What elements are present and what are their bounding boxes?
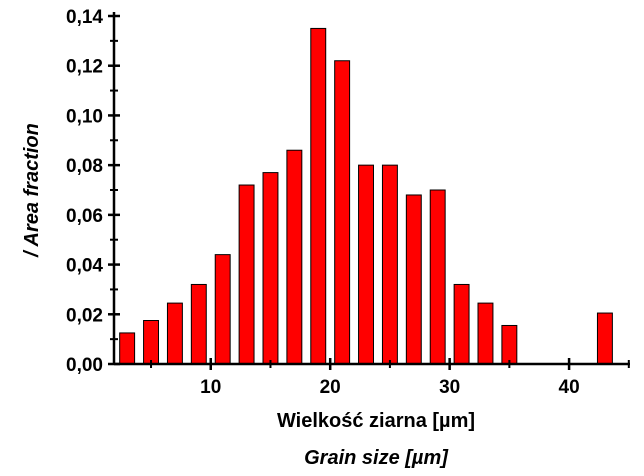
bar bbox=[286, 149, 303, 365]
bar bbox=[143, 320, 159, 365]
bar bbox=[166, 302, 183, 365]
bar bbox=[238, 184, 255, 365]
x-tick-label: 20 bbox=[320, 377, 341, 398]
y-tick-label: 0,00 bbox=[66, 355, 103, 376]
bar bbox=[596, 312, 613, 365]
x-tick-label: 10 bbox=[200, 377, 221, 398]
axes-group bbox=[108, 12, 630, 370]
bar bbox=[310, 27, 327, 365]
bars-group bbox=[119, 27, 613, 365]
x-axis-subtitle: Grain size [µm] bbox=[304, 447, 449, 469]
y-tick-label: 0,12 bbox=[66, 57, 103, 78]
bar bbox=[501, 324, 518, 365]
y-tick-label: 0,06 bbox=[66, 206, 103, 227]
bar bbox=[119, 332, 136, 365]
bar bbox=[358, 164, 374, 365]
bar bbox=[477, 302, 494, 365]
bar bbox=[214, 254, 231, 365]
y-tick-label: 0,14 bbox=[66, 7, 103, 28]
y-tick-labels: 0,00 0,02 0,04 0,06 0,08 0,10 0,12 0,14 bbox=[66, 7, 103, 376]
x-tick-label: 30 bbox=[439, 377, 460, 398]
bar bbox=[190, 283, 207, 365]
bar bbox=[262, 172, 279, 365]
bar bbox=[453, 283, 470, 365]
y-tick-label: 0,10 bbox=[66, 106, 103, 127]
bar bbox=[429, 189, 446, 365]
y-axis-title: / Area fraction bbox=[21, 123, 43, 258]
bar bbox=[405, 194, 422, 365]
y-tick-label: 0,04 bbox=[66, 256, 103, 277]
x-axis-title: Wielkość ziarna [µm] bbox=[277, 410, 475, 432]
x-tick-labels: 10 20 30 40 bbox=[200, 377, 579, 398]
bar bbox=[381, 164, 398, 365]
y-tick-label: 0,02 bbox=[66, 305, 103, 326]
y-tick-label: 0,08 bbox=[66, 156, 103, 177]
x-tick-label: 40 bbox=[559, 377, 580, 398]
bar bbox=[334, 60, 351, 365]
